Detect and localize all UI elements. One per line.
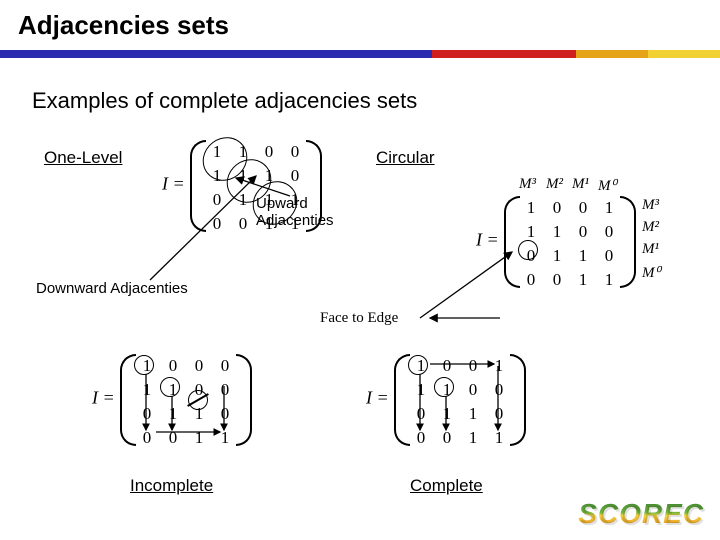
subtitle: Examples of complete adjacencies sets — [32, 88, 417, 114]
ring-icon — [134, 355, 154, 375]
label-one-level: One-Level — [44, 148, 122, 168]
scorec-logo: SCOREC — [578, 498, 704, 530]
matrix-circular: I = 1001 1100 0110 0011 M³ M² M¹ M⁰ M³ M… — [504, 196, 636, 288]
label-circular: Circular — [376, 148, 435, 168]
row-label: M⁰ — [642, 263, 661, 282]
ring-icon — [434, 377, 454, 397]
row-label: M³ — [642, 197, 659, 214]
slide: Adjacencies sets Examples of complete ad… — [0, 0, 720, 540]
label-complete: Complete — [410, 476, 483, 496]
paren-right-icon — [620, 196, 636, 288]
row-label: M¹ — [642, 241, 659, 258]
matrix-one-level: I = 1100 1110 0111 0011 — [190, 140, 322, 232]
label-incomplete: Incomplete — [130, 476, 213, 496]
paren-right-icon — [510, 354, 526, 446]
paren-right-icon — [306, 140, 322, 232]
color-stripe — [0, 50, 720, 58]
col-label: M³ — [519, 176, 536, 193]
paren-left-icon — [504, 196, 520, 288]
I-equals-icon: I = — [162, 173, 185, 194]
I-equals-icon: I = — [366, 387, 389, 408]
matrix-incomplete: I = 1000 1100 0110 0011 — [120, 354, 252, 446]
ring-icon — [518, 240, 538, 260]
ring-icon — [408, 355, 428, 375]
strike-icon — [188, 390, 208, 410]
label-face-to-edge: Face to Edge — [320, 310, 398, 327]
col-label: M¹ — [572, 176, 589, 193]
label-downward: Downward Adjacenties — [36, 280, 188, 297]
I-equals-icon: I = — [92, 387, 115, 408]
slide-title: Adjacencies sets — [18, 10, 229, 41]
col-label: M² — [546, 176, 563, 193]
paren-right-icon — [236, 354, 252, 446]
ring-icon — [160, 377, 180, 397]
I-equals-icon: I = — [476, 229, 499, 250]
row-label: M² — [642, 219, 659, 236]
matrix-complete: I = 1001 1100 0110 0011 — [394, 354, 526, 446]
col-label: M⁰ — [598, 176, 617, 195]
